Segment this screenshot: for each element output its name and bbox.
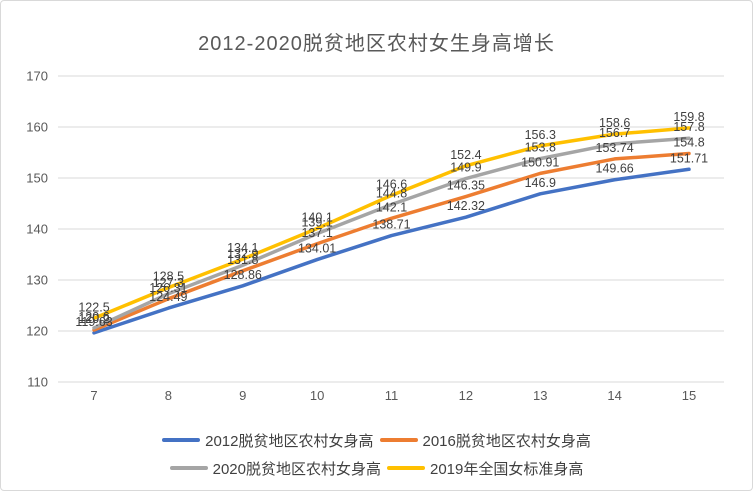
data-label-series-0: 138.71 — [372, 218, 410, 232]
series-line-3 — [92, 126, 691, 320]
data-label-series-3: 146.6 — [376, 177, 407, 191]
x-axis-tick-label: 13 — [533, 388, 547, 403]
y-axis-tick-label: 170 — [26, 69, 48, 84]
data-label-series-0: 124.49 — [149, 290, 187, 304]
x-axis-tick-label: 9 — [239, 388, 246, 403]
data-label-series-2: 120.6 — [78, 310, 109, 324]
data-label-series-1: 146.35 — [447, 179, 485, 193]
x-axis-tick-label: 7 — [90, 388, 97, 403]
gridlines — [58, 75, 724, 383]
series-line-0 — [92, 167, 691, 335]
y-axis-tick-label: 120 — [26, 324, 48, 339]
y-axis-tick-labels: 110 120 130 140 150 160 170 — [26, 69, 48, 390]
data-label-series-2: 153.8 — [525, 141, 556, 155]
series-lines — [92, 126, 691, 335]
data-label-series-0: 119.63 — [75, 315, 112, 329]
x-axis-tick-label: 15 — [682, 388, 696, 403]
x-axis-tick-label: 11 — [385, 388, 399, 403]
x-axis-tick-label: 14 — [607, 388, 621, 403]
data-label-series-1: 150.91 — [521, 155, 559, 169]
data-label-series-0: 146.9 — [525, 176, 556, 190]
data-label-series-1: 137.1 — [301, 226, 332, 240]
y-axis-tick-label: 150 — [26, 171, 48, 186]
data-label-series-1: 120.2 — [78, 312, 109, 326]
legend-item-3: 2019年全国女标准身高 — [387, 458, 583, 479]
y-axis-tick-label: 130 — [26, 273, 48, 288]
data-label-series-1: 131.8 — [227, 253, 258, 267]
legend-item-0: 2012脱贫地区农村女身高 — [162, 430, 374, 451]
data-label-series-1: 126.31 — [149, 281, 187, 295]
legend-item-2: 2020脱贫地区农村女身高 — [169, 458, 381, 479]
data-label-series-1: 153.74 — [596, 141, 634, 155]
data-label-series-1: 142.1 — [376, 200, 407, 214]
series-line-2 — [92, 136, 691, 330]
legend-row: 2012脱贫地区农村女身高 2016脱贫地区农村女身高 — [1, 426, 752, 454]
data-label-series-1: 154.8 — [673, 136, 704, 150]
y-axis-tick-label: 160 — [26, 120, 48, 135]
data-label-series-0: 134.01 — [298, 242, 336, 256]
x-axis-tick-label: 12 — [459, 388, 473, 403]
data-label-series-2: 157.8 — [673, 120, 704, 134]
legend-line-swatch — [379, 437, 418, 443]
legend-label: 2012脱贫地区农村女身高 — [205, 432, 374, 450]
data-label-series-3: 159.8 — [673, 110, 704, 124]
data-label-series-2: 132.9 — [227, 247, 258, 261]
legend-label: 2019年全国女标准身高 — [430, 460, 584, 478]
data-label-series-3: 158.6 — [599, 116, 630, 130]
x-axis-tick-labels: 7 8 9 10 11 12 13 14 15 — [90, 388, 696, 403]
data-label-series-2: 144.8 — [376, 187, 407, 201]
y-axis-tick-label: 140 — [26, 222, 48, 237]
data-label-series-0: 149.66 — [596, 162, 634, 176]
legend-line-swatch — [169, 465, 208, 471]
data-label-series-2: 127.3 — [153, 276, 184, 290]
data-label-series-2: 156.7 — [599, 126, 630, 140]
data-label-series-3: 122.5 — [78, 300, 109, 314]
data-label-series-3: 140.1 — [301, 210, 332, 224]
chart-legend: 2012脱贫地区农村女身高 2016脱贫地区农村女身高 2020脱贫地区农村女身高 2… — [1, 426, 752, 482]
data-label-series-0: 142.32 — [447, 199, 485, 213]
data-label-series-0: 128.86 — [224, 268, 262, 282]
x-axis-tick-label: 10 — [310, 388, 324, 403]
legend-item-1: 2016脱贫地区农村女身高 — [379, 430, 591, 451]
legend-row: 2020脱贫地区农村女身高 2019年全国女标准身高 — [1, 454, 752, 482]
data-label-series-2: 139.1 — [301, 216, 332, 230]
data-label-series-3: 156.3 — [525, 128, 556, 142]
x-axis-tick-label: 8 — [165, 388, 172, 403]
legend-line-swatch — [162, 437, 201, 443]
data-label-series-3: 152.4 — [450, 148, 481, 162]
series-line-1 — [92, 151, 691, 332]
chart-title: 2012-2020脱贫地区农村女生身高增长 — [198, 33, 555, 55]
data-label-series-2: 149.9 — [450, 161, 481, 175]
data-label-series-3: 128.5 — [153, 270, 184, 284]
legend-label: 2020脱贫地区农村女身高 — [212, 460, 381, 478]
data-labels: 119.63 124.49 128.86 134.01 138.71 142.32 146.… — [75, 110, 708, 329]
y-axis-tick-label: 110 — [27, 375, 48, 390]
data-label-series-0: 151.71 — [670, 151, 708, 165]
legend-line-swatch — [387, 465, 425, 471]
data-label-series-3: 134.1 — [227, 241, 258, 255]
legend-label: 2016脱贫地区农村女身高 — [422, 432, 591, 450]
